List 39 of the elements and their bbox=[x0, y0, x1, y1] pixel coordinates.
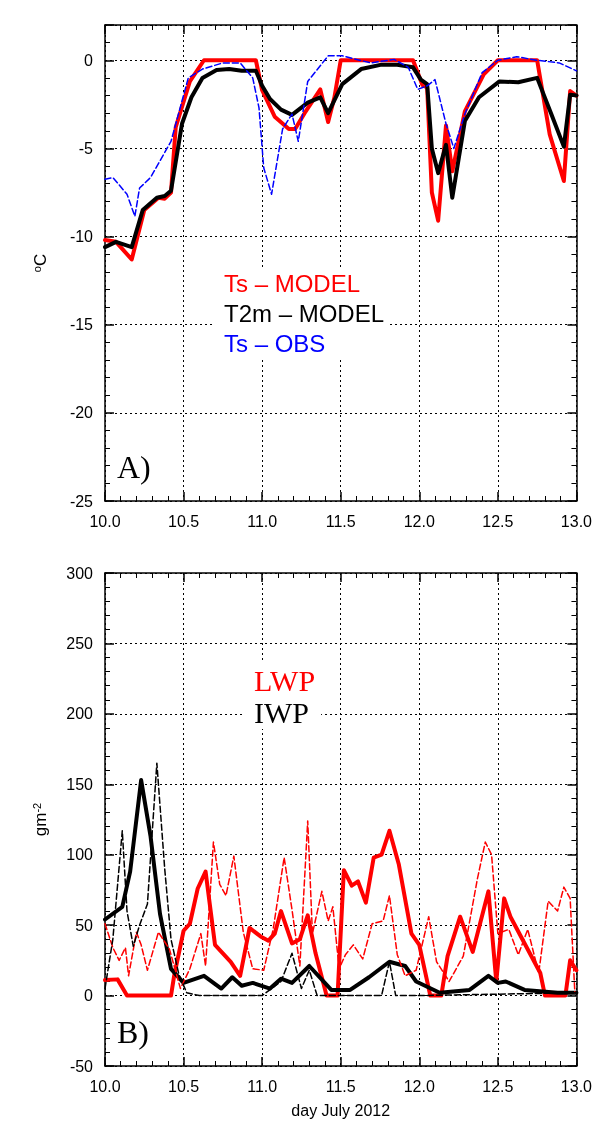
text: LWP bbox=[254, 663, 316, 697]
x-tick-label: 11.5 bbox=[325, 1077, 356, 1095]
x-tick-label: 11.0 bbox=[247, 512, 278, 530]
x-tick-label: 11.5 bbox=[325, 512, 356, 530]
y-axis-title: oC bbox=[30, 253, 50, 273]
x-tick-label: 12.0 bbox=[403, 512, 435, 530]
y-tick-label: 100 bbox=[66, 846, 94, 864]
y-tick-label: 200 bbox=[66, 705, 94, 723]
x-tick-label: 10.5 bbox=[168, 1077, 200, 1095]
text: T2m – MODEL bbox=[223, 300, 385, 328]
x-axis-title: day July 2012 bbox=[291, 1101, 391, 1119]
y-tick-label: 150 bbox=[66, 775, 94, 793]
y-tick-label: -25 bbox=[69, 492, 94, 510]
x-tick-label: 10.5 bbox=[168, 512, 200, 530]
y-tick-label: -15 bbox=[69, 316, 94, 334]
y-tick-label: 250 bbox=[66, 634, 94, 652]
y-tick-label: 300 bbox=[66, 564, 94, 582]
annotation: B) bbox=[117, 1014, 149, 1050]
y-tick-label: 0 bbox=[84, 987, 94, 1005]
x-tick-label: 13.0 bbox=[560, 1077, 593, 1095]
x-tick-label: 11.0 bbox=[247, 1077, 278, 1095]
annotation: A) bbox=[117, 449, 151, 485]
y-tick-label: -50 bbox=[69, 1057, 94, 1075]
x-tick-label: 12.5 bbox=[482, 1077, 514, 1095]
y-tick-label: -5 bbox=[78, 139, 94, 157]
x-tick-label: 12.0 bbox=[403, 1077, 435, 1095]
x-tick-label: 10.0 bbox=[89, 1077, 121, 1095]
line-series bbox=[104, 55, 578, 218]
text: Ts – MODEL bbox=[223, 270, 361, 298]
y-tick-label: -20 bbox=[69, 404, 94, 422]
x-tick-label: 12.5 bbox=[482, 512, 514, 530]
x-tick-label: 10.0 bbox=[89, 512, 121, 530]
x-tick-label: 13.0 bbox=[560, 512, 593, 530]
y-axis-title: gm-2 bbox=[30, 802, 50, 837]
y-tick-label: 0 bbox=[84, 51, 94, 69]
text: Ts – OBS bbox=[223, 330, 326, 358]
y-tick-label: -10 bbox=[69, 228, 94, 246]
text: IWP bbox=[254, 695, 309, 729]
y-tick-label: 50 bbox=[75, 916, 94, 934]
